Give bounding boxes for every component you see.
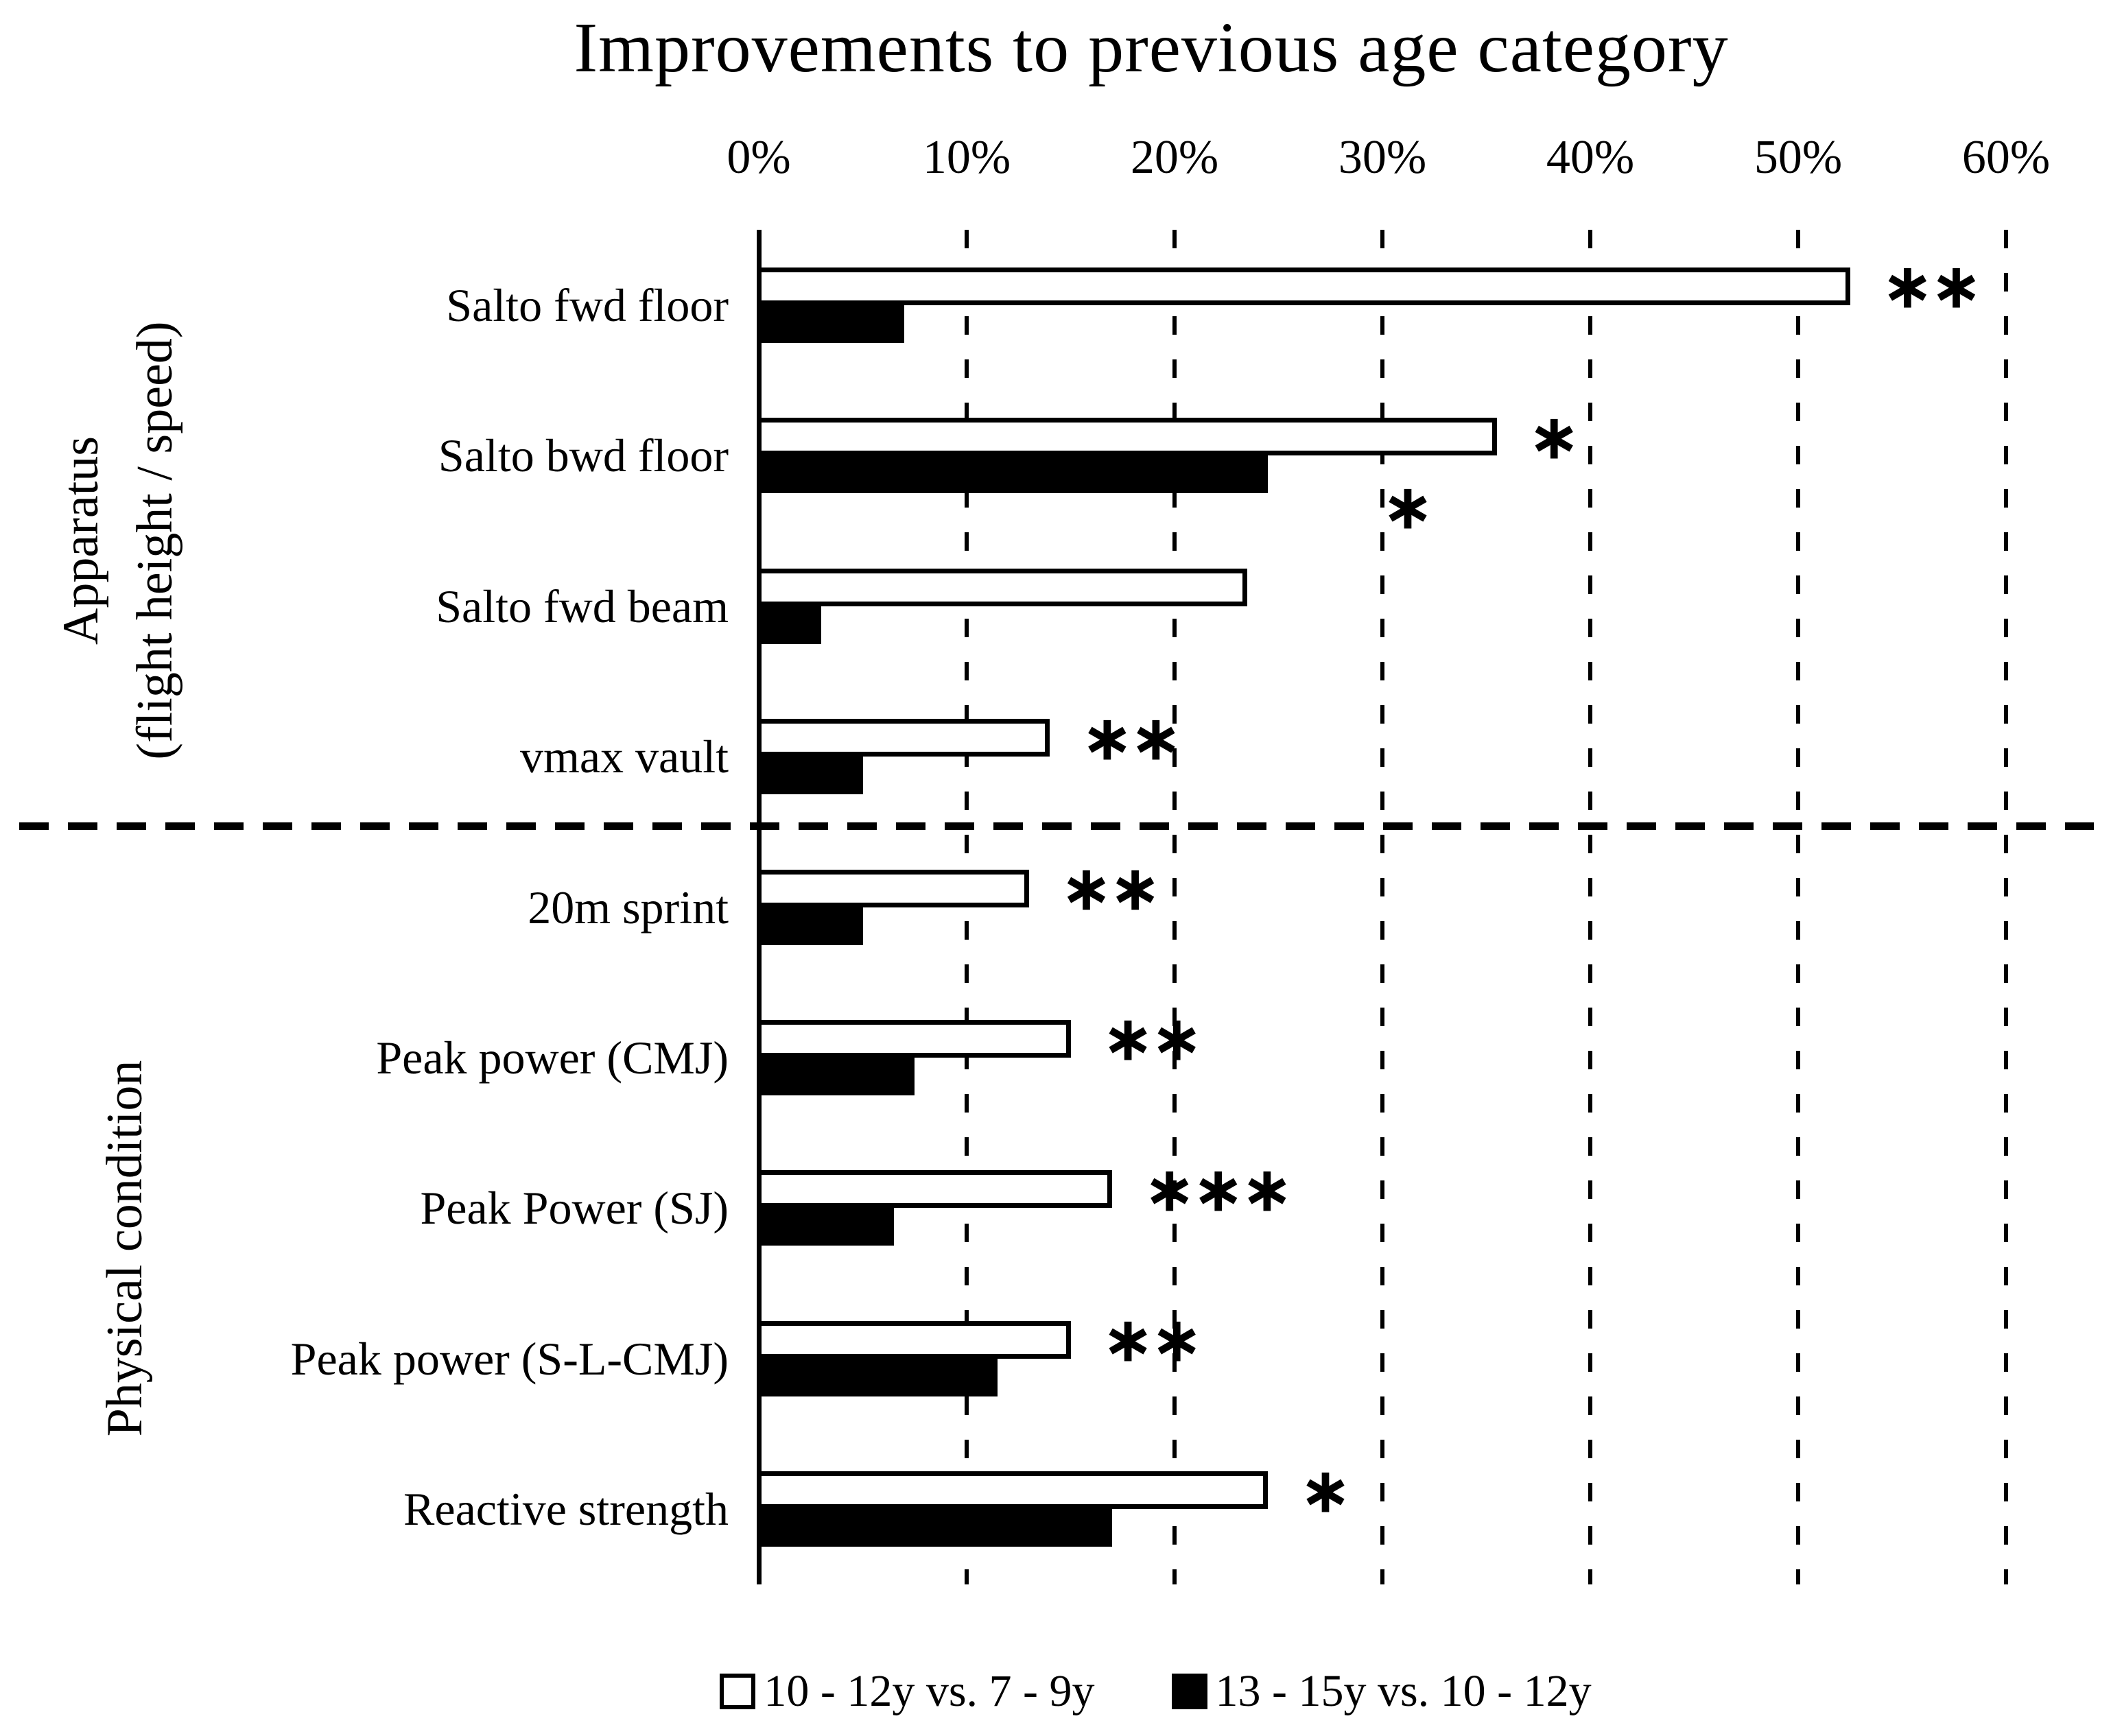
legend: 10 - 12y vs. 7 - 9y 13 - 15y vs. 10 - 12y bbox=[200, 1665, 2111, 1717]
group-label-apparatus: Apparatus (flight height / speed) bbox=[44, 321, 192, 759]
significance-stars: ∗ bbox=[1527, 400, 1581, 474]
bar-13-15y-vs-10-12y bbox=[757, 907, 863, 945]
legend-item: 13 - 15y vs. 10 - 12y bbox=[1171, 1665, 1592, 1717]
x-axis-tick: 0% bbox=[727, 131, 791, 184]
category-label: Salto bwd floor bbox=[438, 429, 729, 482]
significance-stars: ∗ bbox=[1299, 1453, 1352, 1527]
bar-13-15y-vs-10-12y bbox=[757, 1057, 915, 1095]
significance-stars: ∗∗ bbox=[1059, 851, 1161, 925]
category-label: vmax vault bbox=[519, 730, 729, 783]
x-axis-tick: 40% bbox=[1546, 131, 1635, 184]
bar-10-12y-vs-7-9y bbox=[757, 1019, 1071, 1058]
gridline-vertical bbox=[1172, 230, 1177, 1584]
bar-10-12y-vs-7-9y bbox=[757, 1170, 1113, 1209]
legend-swatch-solid-icon bbox=[1171, 1674, 1207, 1709]
chart-title: Improvements to previous age category bbox=[574, 8, 1729, 87]
bar-13-15y-vs-10-12y bbox=[757, 1208, 894, 1246]
group-label-physical-condition: Physical condition bbox=[88, 1060, 162, 1437]
significance-stars: ∗ bbox=[1381, 470, 1434, 544]
significance-stars: ∗∗∗ bbox=[1143, 1152, 1293, 1226]
group-label-apparatus-line2: (flight height / speed) bbox=[127, 321, 183, 760]
group-separator-line bbox=[19, 822, 2094, 830]
category-label: 20m sprint bbox=[528, 881, 729, 934]
significance-stars: ∗∗ bbox=[1101, 1303, 1203, 1377]
category-label: Peak Power (SJ) bbox=[420, 1182, 729, 1235]
gridline-vertical bbox=[2004, 230, 2008, 1584]
bar-13-15y-vs-10-12y bbox=[757, 1509, 1113, 1547]
bar-13-15y-vs-10-12y bbox=[757, 1358, 998, 1396]
x-axis-tick: 20% bbox=[1130, 131, 1219, 184]
legend-label: 13 - 15y vs. 10 - 12y bbox=[1215, 1666, 1592, 1716]
category-label: Peak power (CMJ) bbox=[376, 1031, 729, 1084]
category-label: Salto fwd floor bbox=[446, 278, 729, 331]
gridline-vertical bbox=[965, 230, 969, 1584]
plot-area: ∗∗ ∗ ∗ ∗∗ ∗∗ ∗∗ ∗∗∗ ∗∗ ∗ bbox=[757, 230, 2008, 1584]
bar-13-15y-vs-10-12y bbox=[757, 757, 863, 795]
legend-item: 10 - 12y vs. 7 - 9y bbox=[720, 1665, 1095, 1717]
x-axis-tick: 50% bbox=[1754, 131, 1843, 184]
category-label: Peak power (S-L-CMJ) bbox=[290, 1332, 729, 1385]
bar-10-12y-vs-7-9y bbox=[757, 1320, 1071, 1359]
bar-13-15y-vs-10-12y bbox=[757, 305, 905, 343]
category-label: Reactive strength bbox=[403, 1483, 729, 1536]
gridline-vertical bbox=[1380, 230, 1384, 1584]
category-label: Salto fwd beam bbox=[436, 580, 729, 632]
significance-stars: ∗∗ bbox=[1101, 1001, 1203, 1075]
x-axis-tick: 10% bbox=[922, 131, 1011, 184]
bar-10-12y-vs-7-9y bbox=[757, 568, 1248, 606]
legend-swatch-open-icon bbox=[720, 1674, 756, 1709]
gridline-vertical bbox=[1796, 230, 1800, 1584]
legend-label: 10 - 12y vs. 7 - 9y bbox=[764, 1666, 1095, 1716]
x-axis-tick: 30% bbox=[1338, 131, 1427, 184]
bar-10-12y-vs-7-9y bbox=[757, 719, 1050, 757]
bar-13-15y-vs-10-12y bbox=[757, 455, 1269, 494]
bar-10-12y-vs-7-9y bbox=[757, 1471, 1269, 1510]
bar-10-12y-vs-7-9y bbox=[757, 267, 1850, 305]
significance-stars: ∗∗ bbox=[1081, 701, 1182, 775]
group-label-physical-condition-line1: Physical condition bbox=[97, 1060, 153, 1437]
significance-stars: ∗∗ bbox=[1880, 249, 1983, 323]
group-label-apparatus-line1: Apparatus bbox=[53, 436, 109, 645]
bar-13-15y-vs-10-12y bbox=[757, 606, 821, 644]
gridline-vertical bbox=[1588, 230, 1592, 1584]
bar-10-12y-vs-7-9y bbox=[757, 869, 1029, 907]
x-axis-tick: 60% bbox=[1961, 131, 2051, 184]
bar-10-12y-vs-7-9y bbox=[757, 418, 1497, 456]
